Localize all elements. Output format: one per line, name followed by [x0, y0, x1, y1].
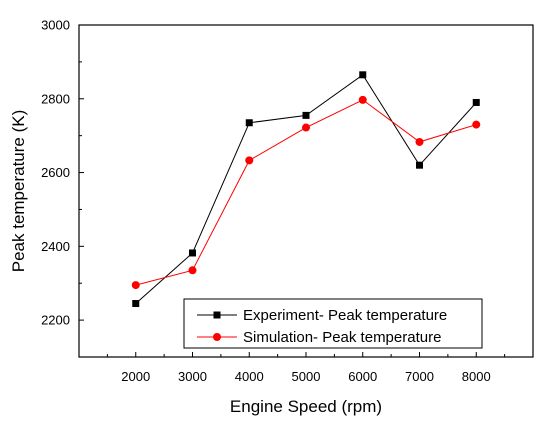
x-axis: 2000 3000 4000 5000 6000 7000 8000	[106, 352, 506, 384]
legend: Experiment- Peak temperature Simulation-…	[183, 298, 483, 349]
legend-item-simulation: Simulation- Peak temperature	[197, 329, 441, 346]
legend-marker-square	[213, 311, 221, 319]
y-tick-label: 2400	[41, 239, 70, 254]
y-tick-label: 3000	[41, 18, 70, 33]
data-point-simulation	[302, 123, 310, 132]
y-tick-label: 2200	[41, 313, 70, 328]
x-tick-label: 7000	[405, 369, 434, 384]
x-tick-label: 6000	[348, 369, 377, 384]
data-point-experiment	[359, 71, 367, 79]
data-point-simulation	[415, 137, 424, 146]
data-point-simulation	[188, 266, 197, 275]
legend-label-simulation: Simulation- Peak temperature	[243, 329, 441, 346]
x-tick-label: 8000	[462, 369, 491, 384]
data-point-simulation	[131, 281, 140, 290]
data-point-experiment	[416, 161, 423, 169]
data-point-experiment	[302, 111, 310, 119]
y-tick-label: 2600	[41, 165, 70, 180]
data-point-experiment	[189, 249, 196, 257]
x-axis-title: Engine Speed (rpm)	[230, 397, 382, 416]
data-point-simulation	[472, 120, 481, 129]
x-tick-label: 5000	[292, 369, 321, 384]
data-point-experiment	[245, 119, 253, 127]
series-line-experiment	[135, 74, 477, 304]
data-point-simulation	[245, 156, 254, 165]
x-tick-label: 3000	[178, 369, 207, 384]
y-tick-label: 2800	[41, 91, 70, 106]
legend-marker-circle	[213, 333, 221, 341]
data-point-experiment	[472, 98, 480, 106]
legend-label-experiment: Experiment- Peak temperature	[243, 307, 447, 324]
legend-box	[183, 298, 483, 349]
x-tick-label: 2000	[121, 369, 150, 384]
y-axis: 2200 2400 2600 2800 3000	[41, 18, 84, 358]
x-tick-label: 4000	[235, 369, 264, 384]
series-layer	[131, 71, 481, 308]
legend-item-experiment: Experiment- Peak temperature	[197, 307, 447, 324]
data-point-simulation	[358, 95, 367, 104]
data-point-experiment	[132, 300, 140, 308]
y-axis-title: Peak temperature (K)	[9, 110, 28, 273]
